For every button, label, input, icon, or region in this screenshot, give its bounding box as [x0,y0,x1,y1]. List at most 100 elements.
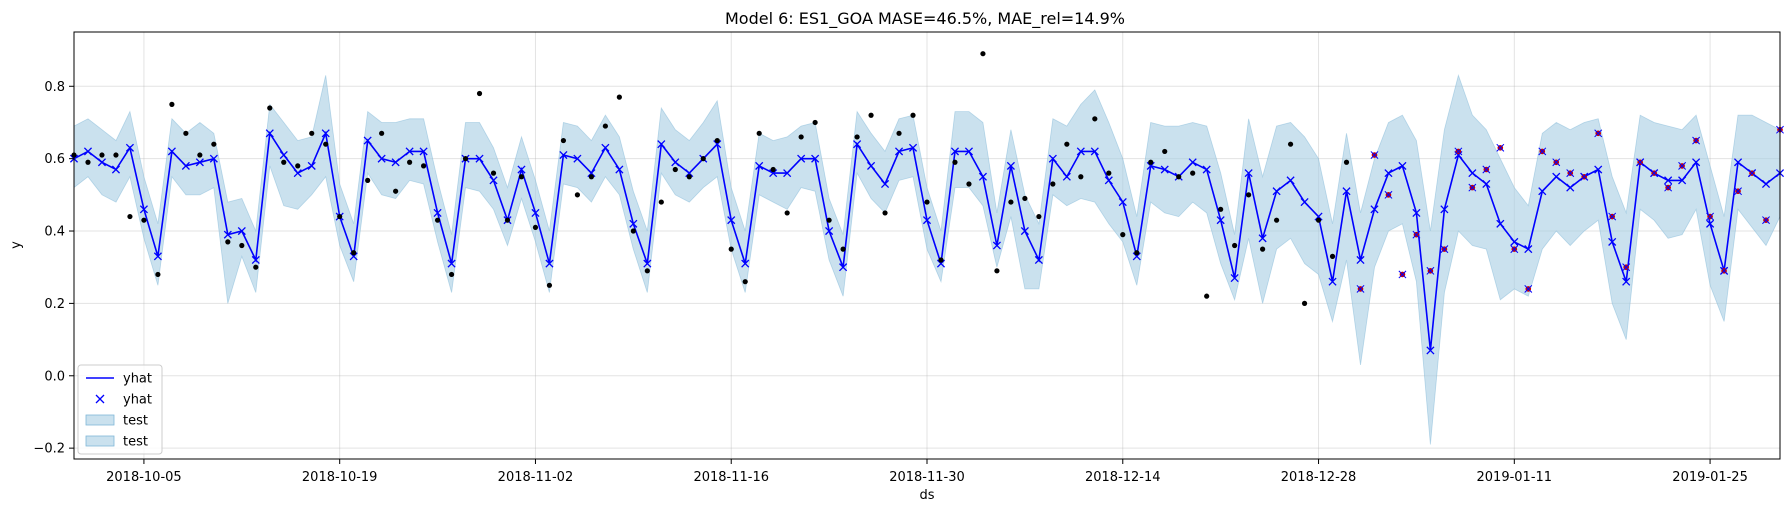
train-point [1343,159,1350,165]
train-point [1120,232,1126,238]
yhat-marker [657,140,666,149]
y-axis: −0.2 0.0 0.2 0.4 0.6 0.8 [33,80,74,457]
test-yhat-marker [1664,183,1673,192]
train-point [770,166,776,173]
yhat-marker [769,169,778,178]
yhat-marker [1608,237,1617,246]
test-yhat-marker [1678,161,1687,170]
yhat-marker [811,154,820,163]
yhat-marker [922,216,932,225]
train-point [896,130,902,136]
yhat-marker [1538,187,1547,196]
train-point [756,130,762,136]
train-point [546,282,553,288]
test-yhat-marker [1692,136,1701,145]
yhat-marker [1314,212,1323,221]
train-point [1092,116,1098,122]
train-point [700,156,706,162]
x-tick-label: 2019-01-11 [1477,470,1553,485]
x-tick-label: 2018-12-14 [1085,470,1161,485]
legend-band-swatch [85,414,115,426]
test-yhat-marker [1650,169,1659,178]
yhat-marker [671,158,680,167]
yhat-marker [1342,187,1351,196]
yhat-marker [1258,234,1267,243]
test-yhat-marker [1762,216,1770,225]
yhat-marker [867,161,876,170]
grid-lines [74,32,1780,459]
legend-label: yhat [123,393,152,408]
test-yhat-marker [1370,151,1379,159]
train-point [840,246,846,252]
train-point [239,242,245,249]
yhat-marker [139,205,148,214]
yhat-marker [251,255,260,265]
yhat-marker [1440,205,1449,214]
yhat-marker [237,226,246,236]
train-point [1106,170,1112,176]
yhat-marker [1384,169,1393,178]
train-point [323,141,329,147]
yhat-marker [83,147,93,156]
train-point [1008,199,1014,205]
train-point [1078,174,1084,180]
train-point [980,51,986,57]
test-yhat-marker [1468,183,1477,192]
yhat-marker [195,158,204,167]
train-point [281,159,287,165]
yhat-marker [587,169,596,178]
yhat-marker [1216,216,1225,225]
x-tick-label: 2018-10-19 [302,470,378,485]
yhat-marker [489,176,498,185]
train-point [966,181,972,187]
yhat-marker [685,169,694,178]
yhat-marker [936,259,946,268]
train-point [616,94,622,100]
yhat-marker [1062,172,1071,181]
test-points [1356,125,1784,293]
legend-label: test [123,414,148,429]
train-point [812,119,818,126]
train-point [1232,242,1238,249]
test-yhat-marker [1496,143,1505,152]
yhat-marker [377,154,386,163]
yhat-marker [419,147,428,156]
x-tick-label: 2018-11-16 [693,470,769,485]
train-point [1022,195,1028,202]
yhat-marker [97,158,107,167]
y-tick-label: 0.2 [44,297,65,312]
train-point [1273,217,1280,223]
yhat-marker [797,154,806,163]
yhat-marker [1104,176,1113,185]
yhat-marker [783,169,792,178]
train-point [1246,192,1252,198]
x-tick-label: 2018-12-28 [1281,470,1357,485]
yhat-marker [1524,245,1533,254]
yhat-marker [741,259,750,268]
train-point [1329,253,1336,259]
train-point [337,213,343,220]
yhat-marker [894,147,904,156]
train-point [225,239,231,245]
test-yhat-marker [1608,212,1617,221]
yhat-marker [1300,198,1309,207]
yhat-marker [1048,154,1057,163]
train-point [365,177,371,183]
train-point [504,217,511,223]
yhat-marker [964,147,974,156]
test-yhat-marker [1482,165,1491,174]
yhat-marker [1622,277,1631,286]
yhat-marker [209,154,218,163]
train-point [476,90,483,97]
yhat-marker [1272,187,1281,196]
yhat-marker [1482,179,1491,189]
yhat-marker [839,263,848,272]
yhat-marker [321,129,330,138]
test-yhat-marker [1636,158,1645,167]
x-axis-title: ds [919,488,934,503]
yhat-marker [433,208,442,217]
legend-label: yhat [123,372,152,387]
train-point [854,134,860,140]
yhat-marker [1202,165,1211,174]
yhat-marker [1706,219,1715,228]
